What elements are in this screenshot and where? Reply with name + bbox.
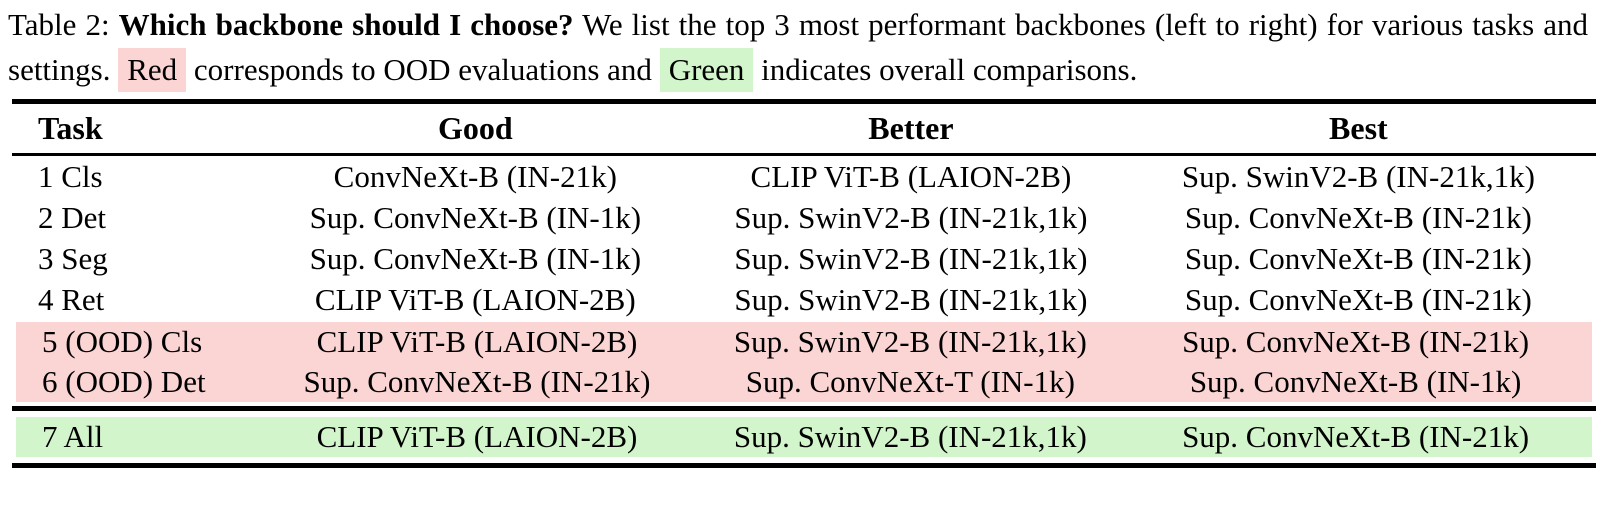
better-cell: Sup. SwinV2-B (IN-21k,1k) <box>733 419 1087 454</box>
good-cell: ConvNeXt-B (IN-21k) <box>333 158 617 194</box>
good-cell: CLIP ViT-B (LAION-2B) <box>316 324 638 359</box>
task-cell: 4 Ret <box>38 281 105 317</box>
table-row-overall: 7 All CLIP ViT-B (LAION-2B) Sup. SwinV2-… <box>16 417 1592 457</box>
header-good: Good <box>437 110 513 146</box>
table-header-row: Task Good Better Best <box>12 104 1596 153</box>
header-best: Best <box>1329 110 1388 146</box>
table-section-rule <box>12 406 1596 411</box>
table-row: 3 Seg Sup. ConvNeXt-B (IN-1k) Sup. SwinV… <box>12 238 1596 279</box>
good-cell: CLIP ViT-B (LAION-2B) <box>314 281 636 317</box>
better-cell: Sup. SwinV2-B (IN-21k,1k) <box>733 324 1087 359</box>
caption-green-swatch: Green <box>659 48 754 92</box>
caption-red-swatch: Red <box>118 48 187 92</box>
best-cell: Sup. ConvNeXt-B (IN-1k) <box>1189 364 1522 399</box>
better-cell: Sup. SwinV2-B (IN-21k,1k) <box>734 281 1088 317</box>
task-cell: 7 All <box>42 419 104 454</box>
best-cell: Sup. ConvNeXt-B (IN-21k) <box>1184 281 1532 317</box>
better-cell: CLIP ViT-B (LAION-2B) <box>750 158 1072 194</box>
caption-label: Table 2: <box>8 7 110 42</box>
table-row: 4 Ret CLIP ViT-B (LAION-2B) Sup. SwinV2-… <box>12 279 1596 320</box>
better-cell: Sup. SwinV2-B (IN-21k,1k) <box>734 199 1088 235</box>
table-bottom-rule <box>12 463 1596 468</box>
better-cell: Sup. SwinV2-B (IN-21k,1k) <box>734 240 1088 276</box>
table-caption: Table 2: Which backbone should I choose?… <box>0 0 1600 92</box>
good-cell: Sup. ConvNeXt-B (IN-1k) <box>309 240 642 276</box>
header-task: Task <box>38 110 103 146</box>
task-cell: 1 Cls <box>38 158 103 194</box>
task-cell: 2 Det <box>38 199 107 235</box>
table-header-rule <box>12 153 1596 156</box>
good-cell: CLIP ViT-B (LAION-2B) <box>316 419 638 454</box>
table-row: 1 Cls ConvNeXt-B (IN-21k) CLIP ViT-B (LA… <box>12 156 1596 197</box>
caption-body-3: indicates overall comparisons. <box>761 52 1138 87</box>
header-better: Better <box>868 110 954 146</box>
best-cell: Sup. ConvNeXt-B (IN-21k) <box>1182 324 1530 359</box>
table-row-ood: 5 (OOD) Cls CLIP ViT-B (LAION-2B) Sup. S… <box>16 322 1592 362</box>
table-row-ood: 6 (OOD) Det Sup. ConvNeXt-B (IN-21k) Sup… <box>16 362 1592 402</box>
task-cell: 5 (OOD) Cls <box>42 324 203 359</box>
caption-title: Which backbone should I choose? <box>118 7 574 42</box>
best-cell: Sup. ConvNeXt-B (IN-21k) <box>1184 199 1532 235</box>
best-cell: Sup. ConvNeXt-B (IN-21k) <box>1182 419 1530 454</box>
backbone-ranking-table: Task Good Better Best 1 Cls ConvNeXt-B (… <box>12 99 1596 468</box>
caption-body-2: corresponds to OOD evaluations and <box>193 52 652 87</box>
better-cell: Sup. ConvNeXt-T (IN-1k) <box>745 364 1075 399</box>
task-cell: 6 (OOD) Det <box>42 364 206 399</box>
good-cell: Sup. ConvNeXt-B (IN-21k) <box>303 364 651 399</box>
task-cell: 3 Seg <box>38 240 108 276</box>
best-cell: Sup. SwinV2-B (IN-21k,1k) <box>1181 158 1535 194</box>
caption-body-1: We list the top 3 most performant backbo… <box>8 7 1589 87</box>
table-row: 2 Det Sup. ConvNeXt-B (IN-1k) Sup. SwinV… <box>12 197 1596 238</box>
good-cell: Sup. ConvNeXt-B (IN-1k) <box>309 199 642 235</box>
ood-highlight-block: 5 (OOD) Cls CLIP ViT-B (LAION-2B) Sup. S… <box>16 322 1592 402</box>
best-cell: Sup. ConvNeXt-B (IN-21k) <box>1184 240 1532 276</box>
table-top-rule <box>12 99 1596 104</box>
